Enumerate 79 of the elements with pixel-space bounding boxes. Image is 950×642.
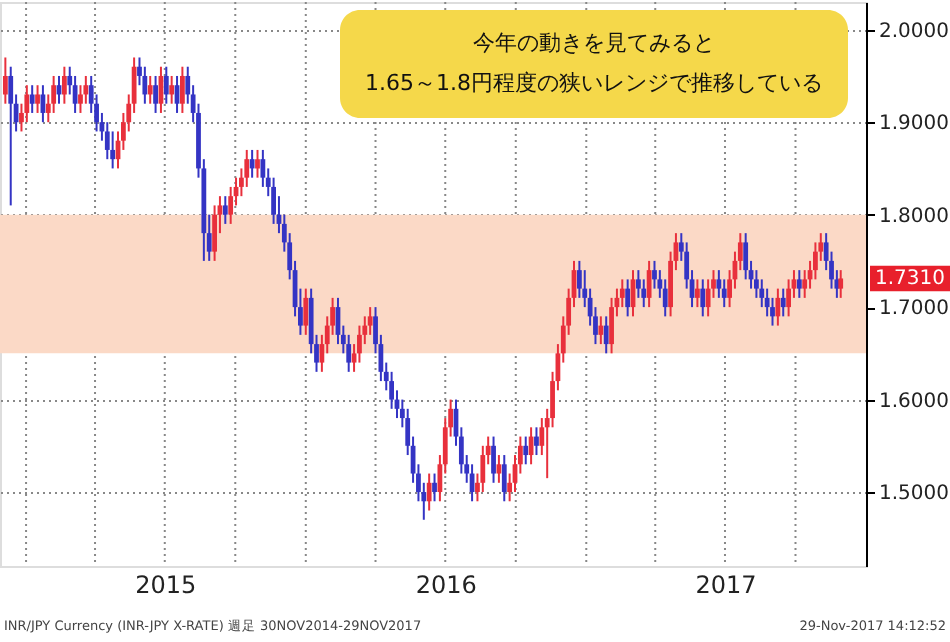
candlestick [228,185,234,225]
candlestick [72,74,78,114]
y-tick-label: 1.6000 [879,390,949,413]
candlestick [598,315,604,346]
candlestick [169,74,175,105]
candlestick [24,84,30,124]
candlestick [432,472,437,503]
candlestick [163,65,169,105]
candlestick [110,130,116,170]
candlestick [813,241,818,281]
candlestick [786,278,791,318]
text: 1.7310 [875,268,945,291]
candlestick [721,278,727,309]
candlestick [147,74,153,105]
candlestick [652,259,657,290]
candlestick [523,435,529,466]
candlestick [212,204,217,262]
candlestick [426,472,432,512]
candlestick [61,65,67,105]
candlestick [2,56,8,105]
candlestick [770,296,775,327]
candlestick [367,306,373,336]
candlestick [609,296,614,355]
candlestick [222,195,228,225]
candlestick [51,74,57,114]
candlestick [496,454,502,484]
candlestick [180,65,185,114]
candlestick [796,269,802,299]
candlestick [534,426,539,457]
candlestick [346,333,352,373]
candlestick [501,454,507,503]
candlestick [244,148,250,188]
candlestick [705,278,711,318]
annotation: 今年の動きを見てみると [473,30,715,56]
candlestick [83,74,89,105]
candlestick [838,269,844,299]
candlestick [389,370,395,410]
annotation: 1.65～1.8円程度の狭いレンジで推移している [365,70,823,96]
candlestick [635,269,641,299]
candlestick [759,278,765,309]
candlestick [35,84,40,114]
candlestick [603,315,609,355]
candlestick [802,269,808,299]
candlestick [271,176,276,225]
candlestick [780,287,786,318]
y-tick-label: 1.7000 [879,298,949,321]
y-tick-label: 2.0000 [879,20,949,43]
y-tick-label: 1.8000 [879,205,949,228]
candlestick [78,84,83,114]
candlestick [480,444,486,494]
y-tick-label: 1.5000 [879,483,949,506]
x-tick-label: 2017 [695,571,757,599]
candlestick [641,278,647,309]
candlestick [716,269,722,299]
candlestick [775,287,781,327]
x-tick-label: 2016 [415,571,477,599]
candlestick [619,278,625,309]
candlestick [104,121,110,161]
candlestick [700,278,706,318]
candlestick [743,232,749,281]
candlestick [255,148,260,179]
candlestick [8,65,14,207]
y-tick-label: 1.9000 [879,113,949,136]
candlestick [625,278,631,318]
candlestick [260,148,266,188]
x-tick-label: 2015 [135,571,197,599]
candlestick [29,84,35,114]
candlestick [357,324,362,364]
candlestick [153,74,158,114]
candlestick [764,287,770,318]
candlestick [576,259,582,299]
candlestick [754,269,759,299]
candlestick [249,148,255,179]
candlestick [662,278,668,318]
candlestick [695,278,700,309]
candlestick [303,287,309,336]
candlestick [142,65,148,105]
candlestick [491,435,496,484]
candlestick [646,259,652,309]
